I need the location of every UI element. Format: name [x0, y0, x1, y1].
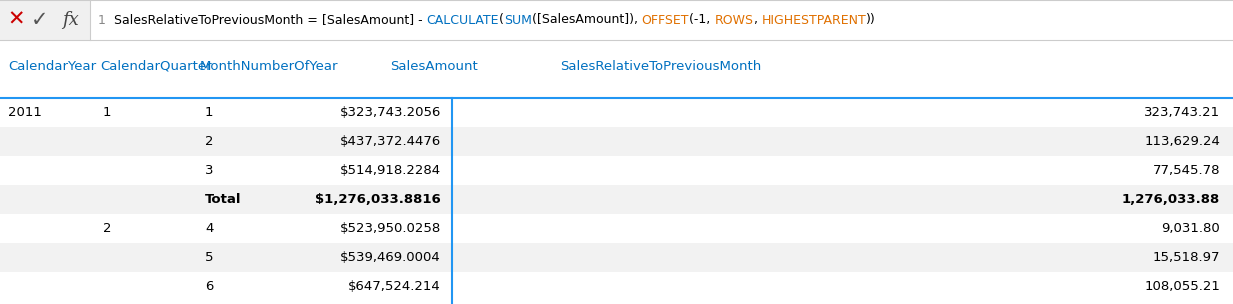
Text: $523,950.0258: $523,950.0258: [340, 222, 441, 235]
Text: HIGHESTPARENT: HIGHESTPARENT: [762, 13, 867, 26]
Text: $1,276,033.8816: $1,276,033.8816: [316, 193, 441, 206]
Bar: [0, 0, 90, 40]
Text: 1: 1: [104, 106, 111, 119]
Text: 6: 6: [205, 280, 213, 293]
Text: ROWS: ROWS: [714, 13, 753, 26]
Bar: [0, 214, 1233, 243]
Bar: [0, 40, 1233, 98]
Bar: [0, 185, 1233, 214]
Text: CalendarQuarter: CalendarQuarter: [100, 60, 212, 73]
Text: 15,518.97: 15,518.97: [1153, 251, 1219, 264]
Text: SalesAmount: SalesAmount: [390, 60, 477, 73]
Text: 108,055.21: 108,055.21: [1144, 280, 1219, 293]
Text: 77,545.78: 77,545.78: [1153, 164, 1219, 177]
Bar: [0, 272, 1233, 301]
Text: )): )): [867, 13, 875, 26]
Text: SUM: SUM: [504, 13, 531, 26]
Text: $437,372.4476: $437,372.4476: [340, 135, 441, 148]
Text: 1,276,033.88: 1,276,033.88: [1122, 193, 1219, 206]
Text: ([SalesAmount]),: ([SalesAmount]),: [531, 13, 641, 26]
Text: (: (: [499, 13, 504, 26]
Text: ✕: ✕: [7, 10, 25, 30]
Text: CALCULATE: CALCULATE: [427, 13, 499, 26]
Text: OFFSET: OFFSET: [641, 13, 689, 26]
Text: 1: 1: [205, 106, 213, 119]
Text: fx: fx: [62, 11, 79, 29]
Text: 4: 4: [205, 222, 213, 235]
Text: Total: Total: [205, 193, 242, 206]
Text: (-1,: (-1,: [689, 13, 714, 26]
Text: 9,031.80: 9,031.80: [1161, 222, 1219, 235]
Text: ✓: ✓: [31, 10, 49, 30]
Text: SalesRelativeToPreviousMonth: SalesRelativeToPreviousMonth: [560, 60, 761, 73]
Text: ,: ,: [753, 13, 762, 26]
Bar: [0, 127, 1233, 156]
Text: SalesRelativeToPreviousMonth = [SalesAmount] -: SalesRelativeToPreviousMonth = [SalesAmo…: [113, 13, 427, 26]
Bar: [0, 98, 1233, 127]
Text: 323,743.21: 323,743.21: [1144, 106, 1219, 119]
Bar: [0, 243, 1233, 272]
Text: $647,524.214: $647,524.214: [348, 280, 441, 293]
Bar: [0, 0, 1233, 40]
Text: $323,743.2056: $323,743.2056: [339, 106, 441, 119]
Text: MonthNumberOfYear: MonthNumberOfYear: [200, 60, 339, 73]
Text: 113,629.24: 113,629.24: [1144, 135, 1219, 148]
Bar: [0, 156, 1233, 185]
Text: 2011: 2011: [7, 106, 42, 119]
Text: 2: 2: [104, 222, 111, 235]
Text: 1: 1: [97, 13, 113, 26]
Text: 3: 3: [205, 164, 213, 177]
Text: 5: 5: [205, 251, 213, 264]
Text: $539,469.0004: $539,469.0004: [340, 251, 441, 264]
Text: 2: 2: [205, 135, 213, 148]
Text: $514,918.2284: $514,918.2284: [340, 164, 441, 177]
Text: CalendarYear: CalendarYear: [7, 60, 96, 73]
